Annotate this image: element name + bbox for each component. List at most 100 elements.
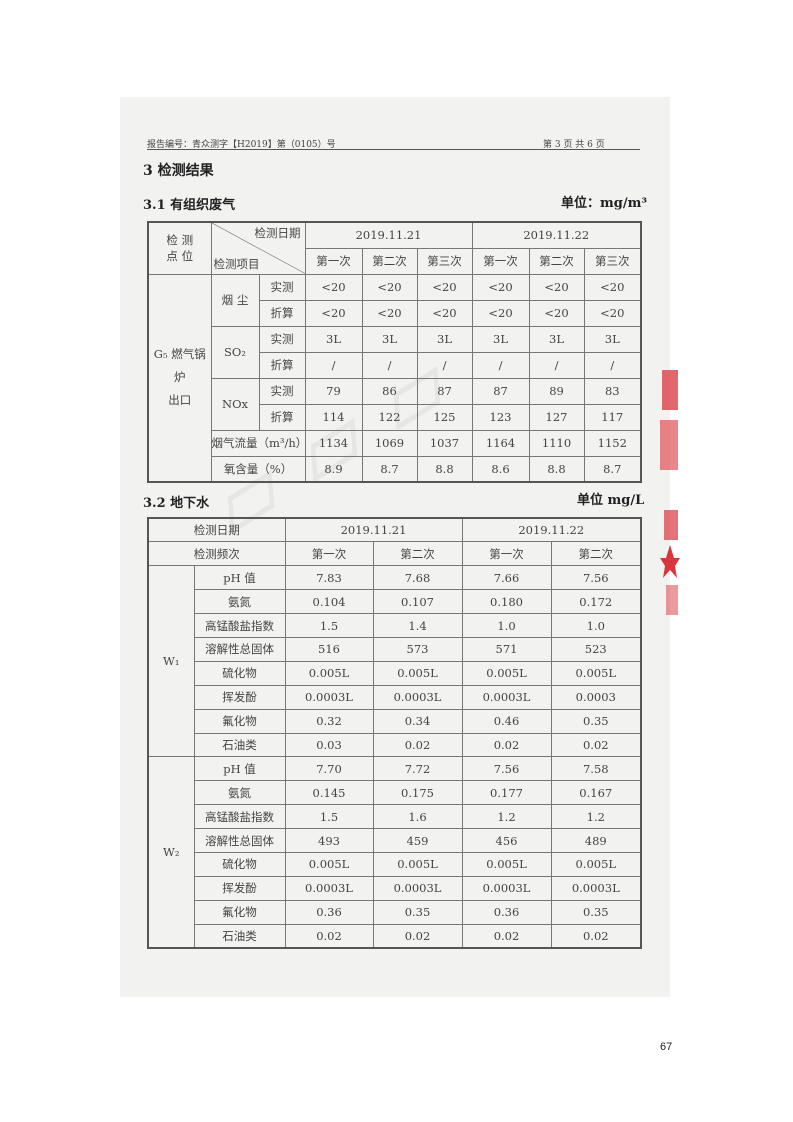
table-row: 高锰酸盐指数 1.5 1.6 1.2 1.2 — [148, 804, 642, 830]
time-header: 第二次 — [528, 247, 585, 275]
point-header: 检 测 点 位 — [147, 221, 212, 275]
value-cell: 0.02 — [550, 732, 642, 758]
time-header: 第二次 — [361, 247, 418, 275]
value-cell: <20 — [304, 273, 363, 301]
value-cell: <20 — [471, 299, 530, 327]
header-divider — [147, 149, 640, 150]
value-cell: 0.005L — [372, 660, 463, 686]
value-cell: 7.72 — [372, 756, 463, 782]
page-number: 67 — [660, 1041, 673, 1053]
item-name: 高锰酸盐指数 — [193, 804, 286, 830]
groundwater-results-table: 检测日期 2019.11.21 2019.11.22 检测频次 第一次 第二次 第一次 第二次… — [147, 517, 643, 950]
value-cell: 0.35 — [550, 899, 642, 925]
value-cell: 0.180 — [461, 589, 552, 615]
value-cell: 523 — [550, 636, 642, 662]
gas-title: 3.1 有组织废气 — [143, 198, 236, 213]
value-cell: 0.03 — [284, 732, 374, 758]
value-cell: <20 — [304, 299, 363, 327]
value-cell: 7.56 — [550, 565, 642, 591]
value-cell: 0.02 — [550, 923, 642, 949]
value-cell: 0.02 — [284, 923, 374, 949]
value-cell: 516 — [284, 636, 374, 662]
value-cell: 0.0003L — [550, 875, 642, 901]
value-cell: <20 — [416, 273, 473, 301]
value-cell: 3L — [528, 325, 585, 353]
value-cell: 0.172 — [550, 589, 642, 615]
time-header: 第三次 — [416, 247, 473, 275]
value-cell: 456 — [461, 828, 552, 853]
value-cell: 125 — [416, 403, 473, 431]
page-info: 第 3 页 共 6 页 — [543, 140, 605, 150]
value-cell: <20 — [361, 299, 418, 327]
value-cell: 1.2 — [550, 804, 642, 830]
time-header: 第一次 — [304, 247, 363, 275]
value-cell: 0.02 — [461, 732, 552, 758]
value-cell: 0.0003L — [284, 684, 374, 710]
value-cell: 1.0 — [461, 613, 552, 638]
item-name: 氟化物 — [193, 899, 286, 925]
value-cell: <20 — [416, 299, 473, 327]
measure-type: 实测 — [258, 273, 306, 301]
table-row: W₂ pH 值 7.70 7.72 7.56 7.58 — [147, 756, 642, 949]
value-cell: / — [416, 351, 473, 379]
value-cell: 0.005L — [550, 851, 642, 877]
report-number: 报告编号：青众测字【H2019】第（0105）号 — [147, 140, 336, 150]
value-cell: 3L — [304, 325, 363, 353]
table-row: 烟气流量（m³/h） 1134 1069 1037 1164 1110 1152 — [148, 429, 642, 457]
time-header: 第二次 — [372, 541, 463, 567]
times-row: 第一次 第二次 第三次 第一次 第二次 第三次 — [148, 247, 642, 275]
value-cell: 7.66 — [461, 565, 552, 591]
table-row: 折算 114 122 125 123 127 117 — [148, 403, 642, 431]
value-cell: 0.005L — [461, 851, 552, 877]
value-cell: 3L — [361, 325, 418, 353]
value-cell: <20 — [528, 273, 585, 301]
value-cell: 87 — [471, 377, 530, 405]
value-cell: 0.145 — [284, 780, 374, 806]
value-cell: / — [304, 351, 363, 379]
value-cell: 0.0003L — [461, 684, 552, 710]
value-cell: / — [528, 351, 585, 379]
date-axis-label: 检测日期 — [254, 226, 301, 240]
value-cell: 8.7 — [583, 455, 642, 483]
value-cell: 0.005L — [461, 660, 552, 686]
value-cell: 0.005L — [372, 851, 463, 877]
table-row: 溶解性总固体 493 459 456 489 — [148, 828, 642, 853]
value-cell: 8.8 — [416, 455, 473, 483]
value-cell: 1069 — [361, 429, 418, 457]
date-header: 2019.11.22 — [461, 517, 642, 543]
value-cell: 122 — [361, 403, 418, 431]
value-cell: 1037 — [416, 429, 473, 457]
table-row: 氧含量（%） 8.9 8.7 8.8 8.6 8.8 8.7 — [148, 455, 642, 483]
table-row: 高锰酸盐指数 1.5 1.4 1.0 1.0 — [148, 613, 642, 638]
value-cell: 127 — [528, 403, 585, 431]
value-cell: 86 — [361, 377, 418, 405]
value-cell: <20 — [583, 299, 642, 327]
value-cell: 1.2 — [461, 804, 552, 830]
table-row: 氟化物 0.36 0.35 0.36 0.35 — [148, 899, 642, 925]
value-cell: 8.8 — [528, 455, 585, 483]
value-cell: 0.005L — [284, 660, 374, 686]
value-cell: 0.32 — [284, 708, 374, 734]
value-cell: <20 — [471, 273, 530, 301]
table-row: G₅ 燃气锅炉 出口烟 尘实测 <20 <20 <20 <20 <20 <20 — [147, 273, 642, 483]
value-cell: 7.56 — [461, 756, 552, 782]
value-cell: 0.35 — [372, 899, 463, 925]
date-row: 检测日期 2019.11.21 2019.11.22 — [147, 517, 642, 543]
value-cell: 1.4 — [372, 613, 463, 638]
date-header: 2019.11.21 — [304, 221, 473, 249]
diagonal-header-cell: 检测日期 检测项目 — [210, 221, 306, 275]
time-header: 第一次 — [471, 247, 530, 275]
item-name: pH 值 — [193, 756, 286, 782]
well-name: W₁ — [147, 565, 195, 758]
table-row: W₁ pH 值 7.83 7.68 7.66 7.56 — [147, 565, 642, 758]
value-cell: 114 — [304, 403, 363, 431]
item-name: 硫化物 — [193, 660, 286, 686]
item-name: 溶解性总固体 — [193, 636, 286, 662]
value-cell: 0.104 — [284, 589, 374, 615]
value-cell: 1.0 — [550, 613, 642, 638]
value-cell: 0.02 — [461, 923, 552, 949]
red-seal-stamp — [660, 370, 680, 615]
value-cell: <20 — [528, 299, 585, 327]
pollutant-name: SO₂ — [210, 325, 260, 379]
pollutant-name: 烟 尘 — [210, 273, 260, 327]
